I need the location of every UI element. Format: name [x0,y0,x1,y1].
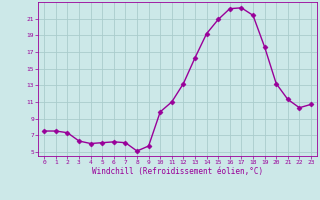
X-axis label: Windchill (Refroidissement éolien,°C): Windchill (Refroidissement éolien,°C) [92,167,263,176]
